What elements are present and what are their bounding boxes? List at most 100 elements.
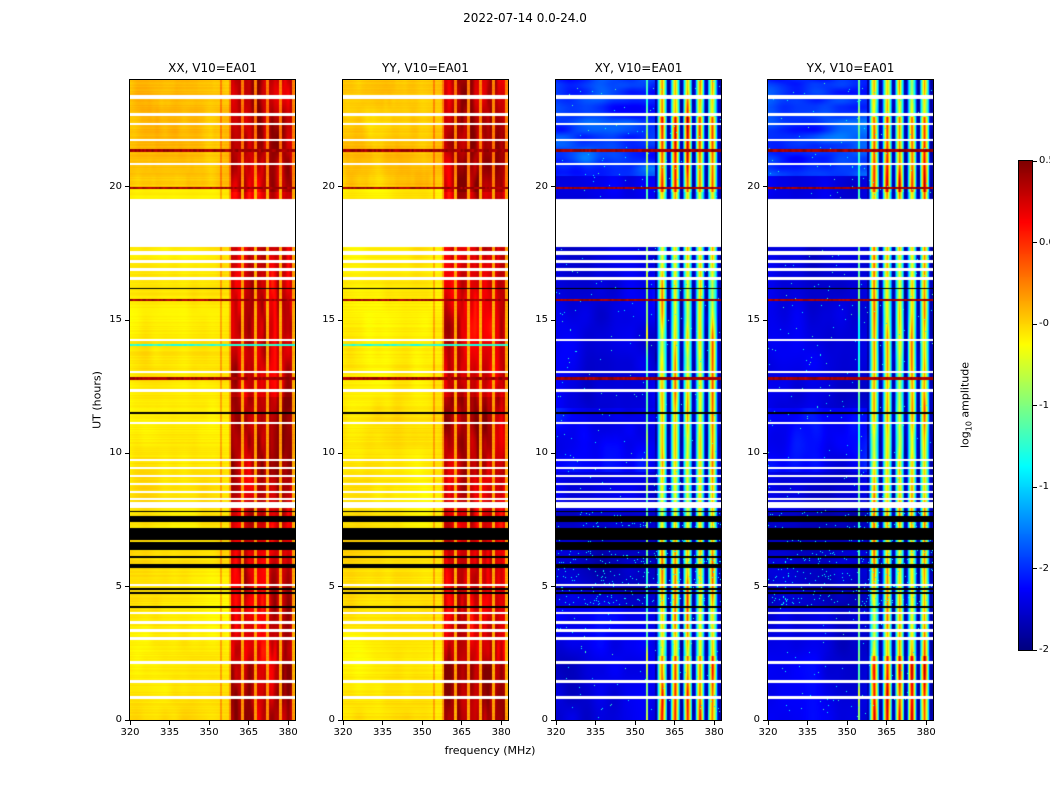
- y-tick-label: 15: [535, 314, 548, 325]
- y-tick-label: 5: [541, 580, 548, 592]
- x-tick-mark: [555, 721, 557, 725]
- panel-xx: XX, V10=EA01: [129, 61, 296, 721]
- y-tick-mark: [763, 586, 767, 588]
- x-tick-label: 335: [797, 727, 818, 738]
- x-tick-label: 335: [159, 727, 180, 738]
- x-tick-label: 335: [372, 727, 393, 738]
- panel-yx: YX, V10=EA01: [767, 61, 934, 721]
- colorbar-tick-mark: [1033, 486, 1037, 488]
- x-tick-mark: [421, 721, 423, 725]
- y-tick-label: 5: [328, 580, 335, 592]
- y-tick-label: 20: [747, 180, 760, 192]
- y-tick-mark: [338, 319, 342, 321]
- x-tick-mark: [925, 721, 927, 725]
- x-tick-label: 335: [585, 727, 606, 738]
- colorbar-tick-label: -0.5: [1039, 318, 1050, 329]
- x-tick-mark: [886, 721, 888, 725]
- colorbar-tick-mark: [1033, 568, 1037, 569]
- y-tick-label: 0: [328, 714, 335, 725]
- y-tick-mark: [125, 186, 129, 188]
- y-tick-mark: [551, 719, 555, 721]
- y-tick-mark: [551, 586, 555, 588]
- colorbar-label-sub: 10: [964, 421, 974, 432]
- colorbar-label-suffix: amplitude: [958, 361, 972, 422]
- x-tick-label: 320: [333, 727, 353, 738]
- x-tick-mark: [342, 721, 344, 725]
- colorbar-tick-label: -2.0: [1039, 562, 1050, 574]
- colorbar-tick-label: -1.0: [1039, 399, 1050, 411]
- x-tick-mark: [634, 721, 636, 725]
- y-tick-label: 20: [109, 180, 122, 192]
- x-tick-mark: [461, 721, 463, 725]
- colorbar-tick-mark: [1033, 242, 1037, 243]
- y-tick-mark: [763, 186, 767, 188]
- y-tick-label: 15: [322, 314, 335, 325]
- y-tick-mark: [763, 719, 767, 721]
- colorbar-tick-mark: [1033, 649, 1037, 651]
- x-tick-label: 380: [916, 727, 936, 738]
- y-tick-mark: [125, 452, 129, 454]
- x-axis-label: frequency (MHz): [444, 744, 536, 757]
- y-tick-mark: [125, 586, 129, 588]
- x-tick-mark: [500, 721, 502, 725]
- x-tick-label: 365: [452, 727, 472, 738]
- y-tick-label: 20: [535, 180, 548, 192]
- colorbar-label: log10 amplitude: [958, 362, 973, 448]
- y-axis-label: UT (hours): [90, 371, 104, 429]
- x-tick-label: 320: [120, 727, 140, 738]
- x-tick-mark: [382, 721, 384, 725]
- colorbar-tick-label: -1.5: [1039, 481, 1050, 492]
- y-tick-mark: [338, 719, 342, 721]
- x-tick-label: 350: [199, 727, 219, 738]
- x-tick-label: 365: [877, 727, 897, 738]
- panel-xy: XY, V10=EA01: [555, 61, 722, 721]
- panel-title-xy: XY, V10=EA01: [594, 61, 683, 75]
- y-tick-label: 0: [115, 714, 122, 725]
- x-tick-mark: [846, 721, 848, 725]
- y-tick-mark: [125, 319, 129, 321]
- colorbar-label-prefix: log: [958, 431, 972, 449]
- colorbar-canvas: [1019, 161, 1032, 650]
- y-tick-label: 5: [753, 580, 760, 592]
- colorbar-tick-mark: [1033, 160, 1037, 162]
- x-tick-label: 320: [758, 727, 778, 738]
- x-tick-label: 365: [665, 727, 685, 738]
- x-tick-mark: [129, 721, 131, 725]
- y-tick-label: 10: [109, 447, 122, 459]
- x-tick-label: 380: [704, 727, 724, 738]
- colorbar-tick-mark: [1033, 323, 1037, 325]
- y-tick-label: 15: [747, 314, 760, 325]
- y-tick-mark: [551, 319, 555, 321]
- x-tick-mark: [767, 721, 769, 725]
- x-tick-label: 350: [837, 727, 857, 738]
- y-tick-mark: [338, 586, 342, 588]
- colorbar-tick-label: 0.0: [1039, 236, 1050, 248]
- colorbar-tick-mark: [1033, 405, 1037, 406]
- x-tick-label: 320: [546, 727, 566, 738]
- panel-title-yy: YY, V10=EA01: [382, 61, 469, 75]
- x-tick-label: 380: [278, 727, 298, 738]
- y-tick-mark: [338, 186, 342, 188]
- heatmap-canvas-yx: [768, 80, 933, 720]
- x-tick-mark: [595, 721, 597, 725]
- x-tick-mark: [807, 721, 809, 725]
- y-tick-label: 10: [747, 447, 760, 459]
- y-tick-mark: [338, 452, 342, 454]
- y-tick-label: 20: [322, 180, 335, 192]
- heatmap-canvas-xy: [556, 80, 721, 720]
- x-tick-label: 350: [625, 727, 645, 738]
- panel-title-xx: XX, V10=EA01: [168, 61, 257, 75]
- y-tick-mark: [763, 319, 767, 321]
- heatmap-canvas-yy: [343, 80, 508, 720]
- x-tick-label: 380: [491, 727, 511, 738]
- x-tick-mark: [674, 721, 676, 725]
- colorbar-tick-label: -2.5: [1039, 644, 1050, 655]
- panel-title-yx: YX, V10=EA01: [806, 61, 895, 75]
- x-tick-mark: [248, 721, 250, 725]
- y-tick-label: 10: [535, 447, 548, 459]
- y-tick-mark: [763, 452, 767, 454]
- y-tick-mark: [551, 452, 555, 454]
- y-tick-mark: [125, 719, 129, 721]
- y-tick-label: 10: [322, 447, 335, 459]
